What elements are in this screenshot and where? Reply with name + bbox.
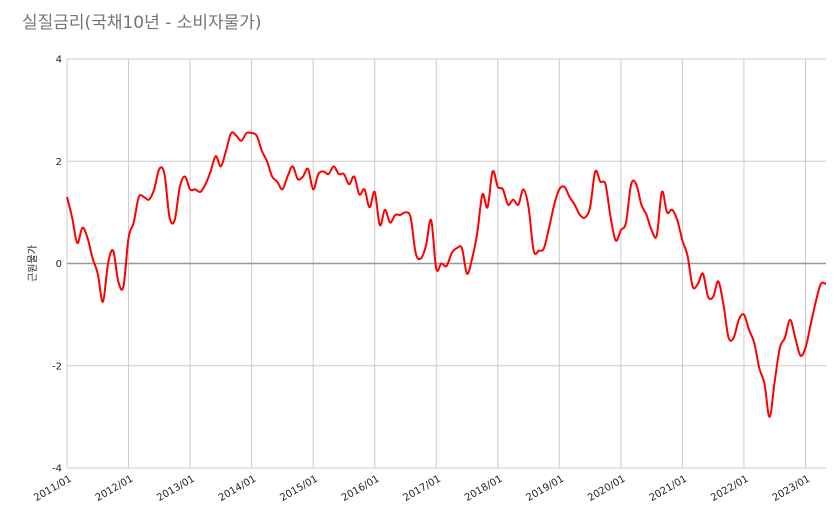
- x-tick-labels: 2011/01 2012/01 2013/01 2014/01 2015/01 2016/…: [32, 474, 812, 504]
- x-tick-label: 2022/01: [709, 474, 750, 504]
- y-tick-label: -4: [52, 464, 62, 475]
- y-tick-label: -2: [52, 361, 62, 372]
- x-tick-label: 2018/01: [463, 474, 504, 504]
- chart-title: 실질금리(국채10년 - 소비자물가): [22, 13, 262, 33]
- x-tick-label: 2016/01: [340, 474, 381, 504]
- x-tick-label: 2023/01: [771, 474, 812, 504]
- y-tick-label: 4: [56, 55, 62, 66]
- x-tick-label: 2011/01: [32, 474, 73, 504]
- x-tick-label: 2014/01: [217, 474, 258, 504]
- y-tick-label: 0: [56, 259, 62, 270]
- x-tick-label: 2015/01: [278, 474, 319, 504]
- x-tick-label: 2013/01: [155, 474, 196, 504]
- x-tick-label: 2021/01: [648, 474, 689, 504]
- y-axis-label: 근원물가: [27, 245, 39, 282]
- x-tick-label: 2020/01: [586, 474, 627, 504]
- x-tick-label: 2019/01: [525, 474, 566, 504]
- series-line: [66, 131, 827, 418]
- x-tick-label: 2017/01: [401, 474, 442, 504]
- y-tick-label: 2: [56, 157, 62, 168]
- y-tick-labels: 4 2 0 -2 -4: [52, 55, 62, 475]
- x-tick-label: 2012/01: [94, 474, 135, 504]
